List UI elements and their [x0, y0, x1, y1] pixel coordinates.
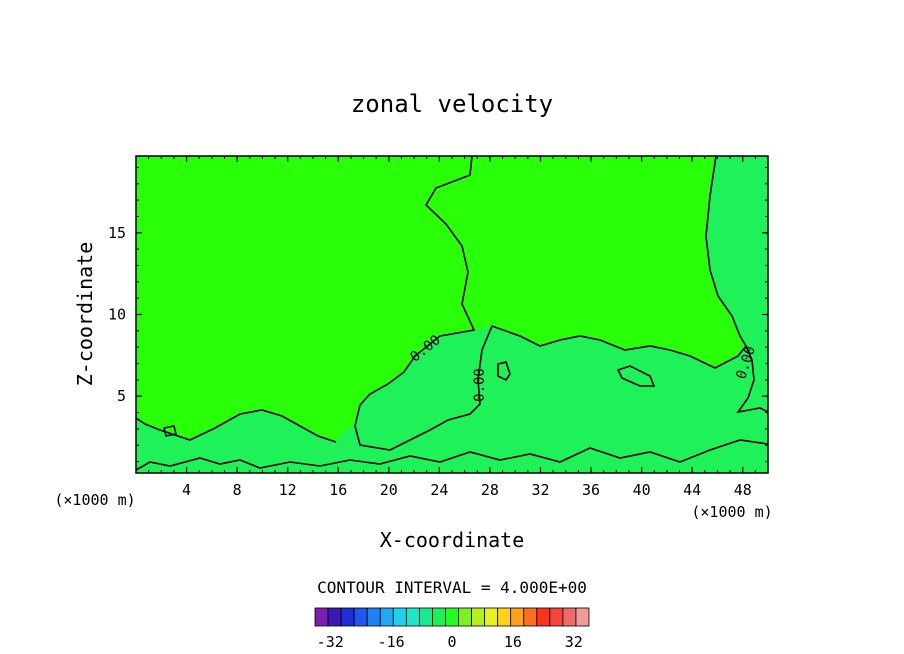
x-tick-label-48: 48 — [734, 481, 752, 499]
x-tick-label-12: 12 — [279, 481, 297, 499]
colorbar-swatch-17 — [536, 607, 551, 627]
x-tick-label-40: 40 — [633, 481, 651, 499]
region-weak-negative-mid — [355, 326, 492, 450]
colorbar — [314, 607, 590, 627]
x-tick-label-36: 36 — [582, 481, 600, 499]
colorbar-swatch-13 — [484, 607, 499, 627]
contour-near-surface — [135, 439, 769, 471]
contour-lines — [135, 155, 769, 471]
contour-island — [616, 365, 656, 387]
contour-line-zero-center — [354, 155, 747, 451]
colorbar-swatch-11 — [458, 607, 472, 627]
colorbar-swatch-19 — [562, 607, 577, 627]
colorbar-swatch-14 — [497, 607, 512, 627]
colorbar-swatch-8 — [418, 607, 433, 627]
x-tick-label-32: 32 — [531, 481, 549, 499]
y-axis-ticks: 5 10 15 — [108, 166, 768, 463]
contour-line-zero-left — [135, 409, 337, 443]
region-weak-positive — [136, 156, 474, 442]
x-unit-right: (×1000 m) — [691, 503, 772, 521]
x-axis-ticks: 4 8 12 16 20 24 28 32 36 40 44 48 — [148, 156, 756, 499]
colorbar-swatch-20 — [575, 607, 590, 627]
colorbar-swatch-7 — [405, 607, 420, 627]
region-weak-positive-right — [426, 156, 746, 368]
colorbar-swatch-12 — [471, 607, 486, 627]
contour-interval: CONTOUR INTERVAL = 4.000E+00 — [317, 578, 587, 597]
x-tick-label-16: 16 — [329, 481, 347, 499]
colorbar-label-2: 0 — [447, 633, 456, 651]
colorbar-label-1: -16 — [378, 633, 405, 651]
y-axis-label: Z-coordinate — [73, 242, 97, 387]
x-unit-left: (×1000 m) — [54, 491, 135, 509]
colorbar-swatch-1 — [327, 607, 342, 627]
x-tick-label-8: 8 — [233, 481, 242, 499]
y-tick-label-5: 5 — [117, 387, 126, 405]
plot-area — [135, 155, 769, 474]
x-tick-label-20: 20 — [380, 481, 398, 499]
colorbar-label-3: 16 — [504, 633, 522, 651]
x-tick-label-4: 4 — [182, 481, 191, 499]
contour-island-left — [163, 425, 177, 437]
colorbar-swatch-18 — [549, 607, 564, 627]
contour-label-2: 0.00 — [472, 368, 488, 402]
colorbar-swatch-0 — [314, 607, 329, 627]
colorbar-swatch-15 — [510, 607, 525, 627]
colorbar-swatch-4 — [366, 607, 381, 627]
colorbar-labels: -32 -16 0 16 32 — [317, 633, 583, 651]
x-tick-label-28: 28 — [481, 481, 499, 499]
y-tick-label-10: 10 — [108, 306, 126, 324]
colorbar-swatch-2 — [340, 607, 355, 627]
colorbar-label-0: -32 — [317, 633, 344, 651]
colorbar-swatch-5 — [379, 607, 394, 627]
contour-island-small — [497, 361, 511, 382]
chart-title: zonal velocity — [351, 90, 553, 118]
colorbar-swatch-6 — [392, 607, 407, 627]
x-tick-label-24: 24 — [430, 481, 448, 499]
contour-line-zero-right — [736, 345, 769, 414]
colorbar-swatch-9 — [432, 607, 446, 627]
colorbar-label-4: 32 — [565, 633, 583, 651]
x-tick-label-44: 44 — [683, 481, 701, 499]
colorbar-swatch-10 — [445, 607, 459, 627]
x-axis-label: X-coordinate — [380, 528, 525, 552]
colorbar-swatch-16 — [523, 607, 538, 627]
colorbar-swatch-3 — [353, 607, 368, 627]
y-tick-label-15: 15 — [108, 224, 126, 242]
